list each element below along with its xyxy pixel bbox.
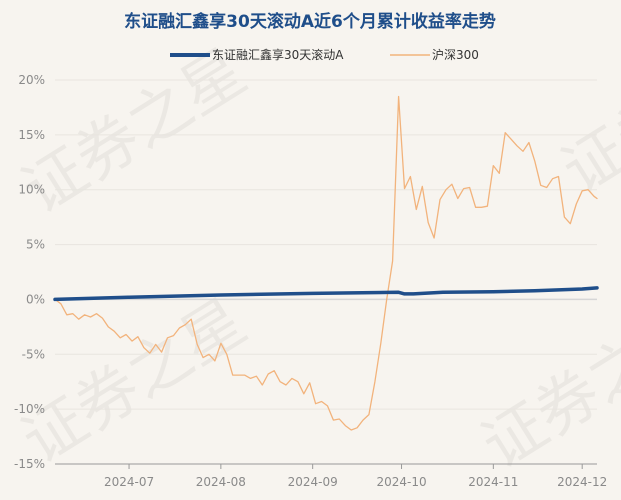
x-tick-label: 2024-10 — [376, 475, 426, 489]
y-tick-label: -5% — [22, 347, 45, 361]
x-axis: 2024-07 2024-08 2024-09 2024-10 2024-11 2024-… — [55, 463, 607, 489]
x-tick-label: 2024-08 — [196, 475, 246, 489]
series-line-index — [54, 95, 598, 431]
x-tick-label: 2024-11 — [468, 475, 518, 489]
series-line-fund — [53, 286, 599, 302]
watermark-text: 证券之星 — [549, 14, 621, 207]
watermark-text: 证券之星 — [9, 34, 258, 227]
watermark-text: 证券之星 — [9, 284, 258, 477]
series — [53, 95, 599, 431]
watermark-text: 证券之星 — [469, 289, 621, 482]
y-tick-label: 10% — [18, 183, 45, 197]
y-axis: 20% 15% 10% 5% 0% -5% -10% -15% — [14, 73, 45, 471]
x-tick-label: 2024-09 — [288, 475, 338, 489]
y-tick-label: -10% — [14, 402, 45, 416]
watermark: 证券之星 证券之星 证券之星 证券之星 — [9, 14, 621, 482]
y-tick-label: 20% — [18, 73, 45, 87]
y-tick-label: -15% — [14, 457, 45, 471]
legend-label-index: 沪深300 — [432, 48, 479, 62]
x-tick-label: 2024-07 — [104, 475, 154, 489]
y-tick-label: 0% — [26, 292, 45, 306]
legend: 东证融汇鑫享30天滚动A 沪深300 — [170, 47, 479, 62]
y-tick-label: 15% — [18, 128, 45, 142]
x-tick-label: 2024-12 — [557, 475, 607, 489]
chart-title: 东证融汇鑫享30天滚动A近6个月累计收益率走势 — [124, 11, 496, 32]
y-tick-label: 5% — [26, 238, 45, 252]
legend-label-fund: 东证融汇鑫享30天滚动A — [212, 47, 344, 62]
